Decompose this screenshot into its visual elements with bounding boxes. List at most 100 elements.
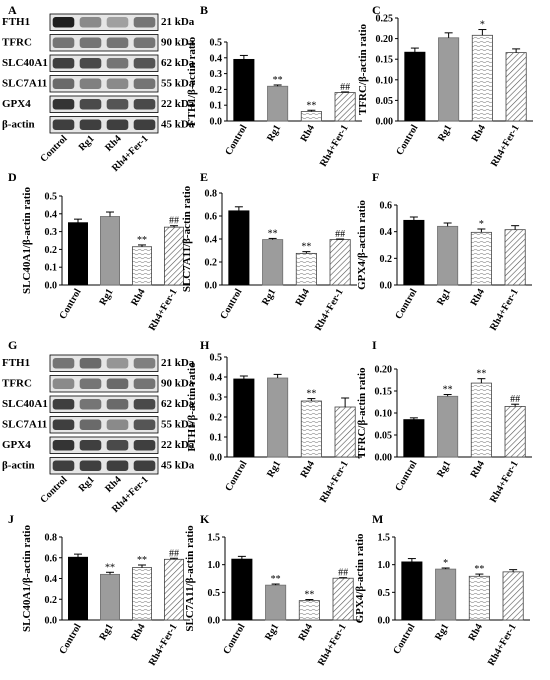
category-label: Rg1 — [97, 622, 115, 642]
blot-band — [79, 358, 102, 369]
blot-band — [133, 78, 156, 89]
blot-band — [79, 37, 102, 48]
bar-rh4 — [300, 111, 322, 122]
blot-band — [106, 440, 129, 451]
bar-rh4-fer-1 — [334, 92, 356, 122]
band-label: SLC7A11 — [2, 419, 47, 431]
y-tick-label: 0.8 — [205, 189, 218, 200]
y-axis-label: SLC7A11/β-actin ratio — [184, 525, 196, 632]
y-tick-label: 0.5 — [210, 38, 223, 49]
chart-panel-J: J 0.0 0.2 0.4 0.6 0.8 SLC40A1/β-actin ratio Con… — [8, 512, 190, 668]
category-label: Control — [218, 287, 244, 321]
blot-band — [106, 119, 129, 130]
y-tick-label: 1.5 — [378, 533, 391, 544]
blot-band — [106, 358, 129, 369]
y-axis-label: TFRC/β-actin ratio — [356, 367, 368, 459]
lane-label: Rh4 — [103, 133, 123, 153]
y-tick-label: 0.1 — [210, 101, 223, 112]
bar-rh4-fer-1 — [329, 239, 351, 286]
panel-letter: G — [8, 338, 17, 352]
bar-rh4 — [300, 400, 322, 458]
band-label: SLC7A11 — [2, 78, 47, 90]
category-label: Control — [221, 622, 247, 656]
blot-band — [52, 78, 75, 89]
category-label: Rg1 — [260, 287, 278, 307]
panel-letter: I — [372, 338, 377, 352]
category-label: Rg1 — [436, 123, 454, 143]
bar-rg1 — [267, 377, 289, 458]
y-axis-label: TFRC/β-actin ratio — [357, 23, 369, 115]
blot-band — [52, 17, 75, 28]
blot-strip — [49, 116, 159, 134]
bar-rh4 — [131, 246, 152, 286]
significance-mark: ** — [137, 235, 147, 246]
bar-rh4 — [295, 252, 317, 286]
y-axis-label: SLC40A1/β-actin ratio — [21, 525, 33, 632]
bar-control — [68, 222, 89, 286]
blot-band — [133, 440, 156, 451]
y-tick-label: 0.10 — [376, 75, 394, 86]
bar-rh4-fer-1 — [332, 577, 354, 621]
y-tick-label: 0.00 — [376, 117, 394, 128]
category-label: Rh4+Fer-1 — [147, 287, 180, 333]
blot-strip — [49, 457, 159, 475]
y-tick-label: 0.05 — [375, 431, 393, 442]
bar-rh4-fer-1 — [505, 52, 527, 122]
category-label: Control — [57, 287, 83, 321]
significance-mark: ** — [271, 574, 281, 585]
bar-rh4 — [470, 231, 492, 286]
blot-band — [133, 99, 156, 110]
significance-mark: ## — [169, 216, 179, 227]
y-tick-label: 0.25 — [376, 14, 394, 25]
blot-band — [52, 358, 75, 369]
bar-rg1 — [437, 395, 459, 458]
blot-band — [52, 399, 75, 410]
band-label: SLC40A1 — [2, 398, 48, 410]
blot-band — [133, 17, 156, 28]
y-tick-label: 0.05 — [376, 96, 394, 107]
significance-mark: ** — [273, 75, 283, 86]
category-label: Rh4 — [297, 622, 315, 643]
significance-mark: ## — [510, 394, 520, 405]
blot-band — [79, 58, 102, 69]
band-kda: 90 kDa — [161, 378, 195, 390]
chart-panel-F: F 0.0 0.2 0.4 0.6 GPX4/β-actin ratio Control Rg… — [356, 170, 532, 333]
y-tick-label: 0.2 — [380, 254, 393, 265]
blot-band — [106, 460, 129, 471]
significance-mark: ## — [338, 568, 348, 579]
panel-letter: F — [372, 170, 379, 184]
significance-mark: * — [479, 219, 484, 230]
category-label: Rg1 — [265, 459, 283, 479]
bar-rg1 — [100, 573, 121, 621]
significance-mark: ** — [105, 562, 115, 573]
band-label: TFRC — [2, 378, 32, 390]
significance-mark: ** — [137, 555, 147, 566]
panel-letter: J — [8, 512, 14, 526]
chart-panel-I: I 0.00 0.05 0.10 0.15 0.20 TFRC/β-actin ratio C… — [356, 338, 532, 505]
band-label: FTH1 — [2, 357, 30, 369]
y-tick-label: 0.0 — [210, 453, 223, 464]
significance-mark: ## — [335, 229, 345, 240]
category-label: Rh4 — [129, 287, 147, 308]
y-axis-label: SLC40A1/β-actin ratio — [21, 187, 33, 294]
y-tick-label: 1.5 — [208, 533, 221, 544]
y-tick-label: 0.4 — [380, 227, 393, 238]
band-kda: 55 kDa — [161, 78, 195, 90]
category-label: Rh4 — [469, 287, 487, 308]
y-tick-label: 1.0 — [208, 560, 221, 571]
chart-panel-E: E 0.0 0.2 0.4 0.6 0.8 SLC7A11/β-actin ratio Con… — [181, 170, 357, 333]
category-label: Rh4+Fer-1 — [318, 459, 351, 505]
chart-panel-C: C 0.00 0.05 0.10 0.15 0.20 0.25 TFRC/β-actin ra… — [357, 3, 533, 169]
category-label: Rg1 — [433, 622, 451, 642]
lane-label: Control — [38, 133, 69, 164]
category-label: Rh4+Fer-1 — [488, 459, 521, 505]
bar-control — [404, 51, 426, 122]
y-tick-label: 0.20 — [375, 365, 393, 376]
y-tick-label: 0.2 — [210, 413, 223, 424]
chart-panel-D: D 0.0 0.1 0.2 0.3 0.4 0.5 SLC40A1/β-actin ratio… — [8, 170, 190, 333]
y-tick-label: 0.5 — [210, 353, 223, 364]
category-label: Rh4+Fer-1 — [318, 123, 351, 169]
panel-letter: H — [200, 338, 210, 352]
blot-band — [106, 419, 129, 430]
